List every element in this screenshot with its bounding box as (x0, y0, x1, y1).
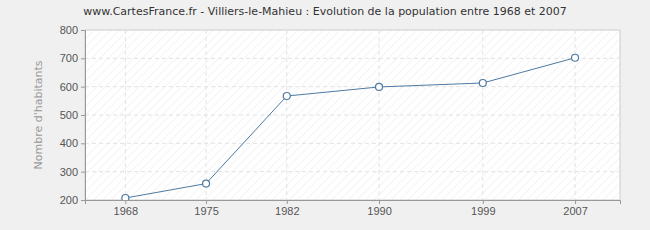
tick-mark (483, 200, 484, 204)
tick-label: 500 (60, 109, 78, 121)
grid-line (85, 86, 620, 87)
grid (85, 30, 620, 200)
tick: 1999 (471, 200, 495, 217)
tick-mark (81, 143, 85, 144)
tick-mark (81, 58, 85, 59)
tick: 2007 (563, 200, 587, 217)
tick-label: 1968 (114, 205, 138, 217)
tick: 600 (60, 81, 85, 93)
tick: 200 (60, 194, 85, 206)
tick: 500 (60, 109, 85, 121)
series (122, 54, 579, 200)
background (0, 0, 650, 230)
axis-line (86, 201, 621, 205)
tick-mark (81, 172, 85, 173)
grid-line (85, 171, 620, 172)
grid-line (286, 30, 287, 200)
marker (122, 195, 129, 200)
tick: 800 (60, 24, 85, 36)
axis-line (81, 31, 86, 201)
tick-mark (81, 115, 85, 116)
tick: 1975 (194, 200, 218, 217)
y-axis-title: Nombre d'habitants (32, 60, 45, 169)
tick-label: 200 (60, 194, 78, 206)
tick-mark (125, 200, 126, 204)
tick-label: 400 (60, 137, 78, 149)
tick: 1990 (367, 200, 391, 217)
y-axis: 200 300 400 500 600 700 800 (60, 24, 86, 206)
chart: www.CartesFrance.fr - Villiers-le-Mahieu… (0, 0, 650, 230)
grid-line (85, 143, 620, 144)
tick-label: 700 (60, 52, 78, 64)
tick-label: 1975 (194, 205, 218, 217)
tick-mark (81, 30, 85, 31)
grid-line (379, 30, 380, 200)
tick-label: 300 (60, 166, 78, 178)
marker (376, 83, 383, 90)
grid-line (125, 30, 126, 200)
tick-label: 1982 (275, 205, 299, 217)
grid-line (85, 115, 620, 116)
line (125, 58, 575, 198)
tick-label: 600 (60, 81, 78, 93)
tick-label: 1999 (471, 205, 495, 217)
tick: 1982 (275, 200, 299, 217)
grid-line (85, 30, 620, 31)
title: www.CartesFrance.fr - Villiers-le-Mahieu… (83, 5, 567, 18)
tick-mark (575, 200, 576, 204)
marker (203, 180, 210, 187)
tick-label: 800 (60, 24, 78, 36)
tick-mark (287, 200, 288, 204)
tick-label: 1990 (367, 205, 391, 217)
tick-mark (81, 87, 85, 88)
grid-line (482, 30, 483, 200)
marker (283, 93, 290, 100)
tick-mark (81, 200, 85, 201)
marker (572, 54, 579, 61)
tick: 400 (60, 137, 85, 149)
grid-line (206, 30, 207, 200)
tick: 300 (60, 166, 85, 178)
plot-area (85, 30, 620, 200)
tick: 700 (60, 52, 85, 64)
marker (479, 79, 486, 86)
tick-mark (379, 200, 380, 204)
tick: 1968 (114, 200, 138, 217)
tick-mark (206, 200, 207, 204)
tick-label: 2007 (563, 205, 587, 217)
x-axis: 1968 1975 1982 1990 1999 2007 (86, 200, 621, 217)
grid-line (85, 58, 620, 59)
